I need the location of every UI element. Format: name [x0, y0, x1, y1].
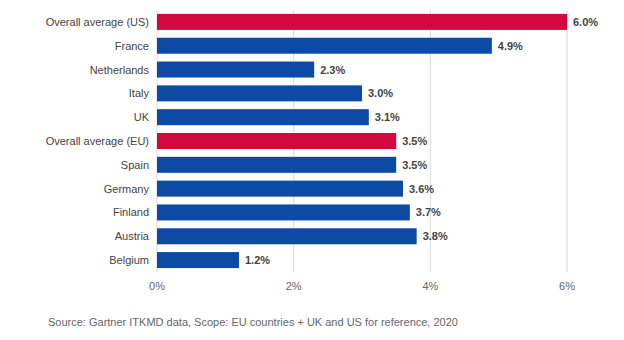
labels: Overall average (US) 6.0% France 4.9% Nether…	[46, 16, 599, 266]
bar	[157, 38, 492, 54]
tick-label: 2%	[286, 280, 302, 292]
bar	[157, 252, 239, 268]
source-note: Source: Gartner ITKMD data, Scope: EU co…	[48, 316, 458, 328]
bar	[157, 14, 567, 30]
grid-line	[567, 10, 568, 272]
chart: 0% 2% 4% 6% Overall average (US) 6.0% France 4.…	[0, 0, 624, 340]
category-label: France	[115, 40, 149, 52]
tick-label: 4%	[422, 280, 438, 292]
data-label: 3.6%	[409, 183, 434, 195]
category-label: Overall average (EU)	[46, 135, 149, 147]
category-label: Spain	[121, 159, 149, 171]
category-label: Belgium	[109, 254, 149, 266]
bar	[157, 62, 314, 78]
data-label: 4.9%	[498, 40, 523, 52]
data-label: 3.7%	[416, 206, 441, 218]
category-label: Overall average (US)	[46, 16, 149, 28]
data-label: 6.0%	[573, 16, 598, 28]
data-label: 1.2%	[245, 254, 270, 266]
data-label: 2.3%	[320, 64, 345, 76]
data-label: 3.0%	[368, 87, 393, 99]
tick-label: 0%	[149, 280, 165, 292]
tick-label: 6%	[559, 280, 575, 292]
bar	[157, 85, 362, 101]
data-label: 3.5%	[402, 135, 427, 147]
bar	[157, 204, 410, 220]
category-label: Austria	[115, 230, 150, 242]
category-label: Finland	[113, 206, 149, 218]
bar	[157, 228, 417, 244]
bar	[157, 181, 403, 197]
bars	[157, 14, 567, 268]
bar	[157, 109, 369, 125]
category-label: UK	[134, 111, 150, 123]
data-label: 3.8%	[423, 230, 448, 242]
bar	[157, 133, 396, 149]
category-label: Germany	[104, 183, 150, 195]
category-label: Italy	[129, 87, 150, 99]
bar	[157, 157, 396, 173]
grid	[157, 10, 567, 272]
data-label: 3.5%	[402, 159, 427, 171]
data-label: 3.1%	[375, 111, 400, 123]
category-label: Netherlands	[90, 64, 150, 76]
